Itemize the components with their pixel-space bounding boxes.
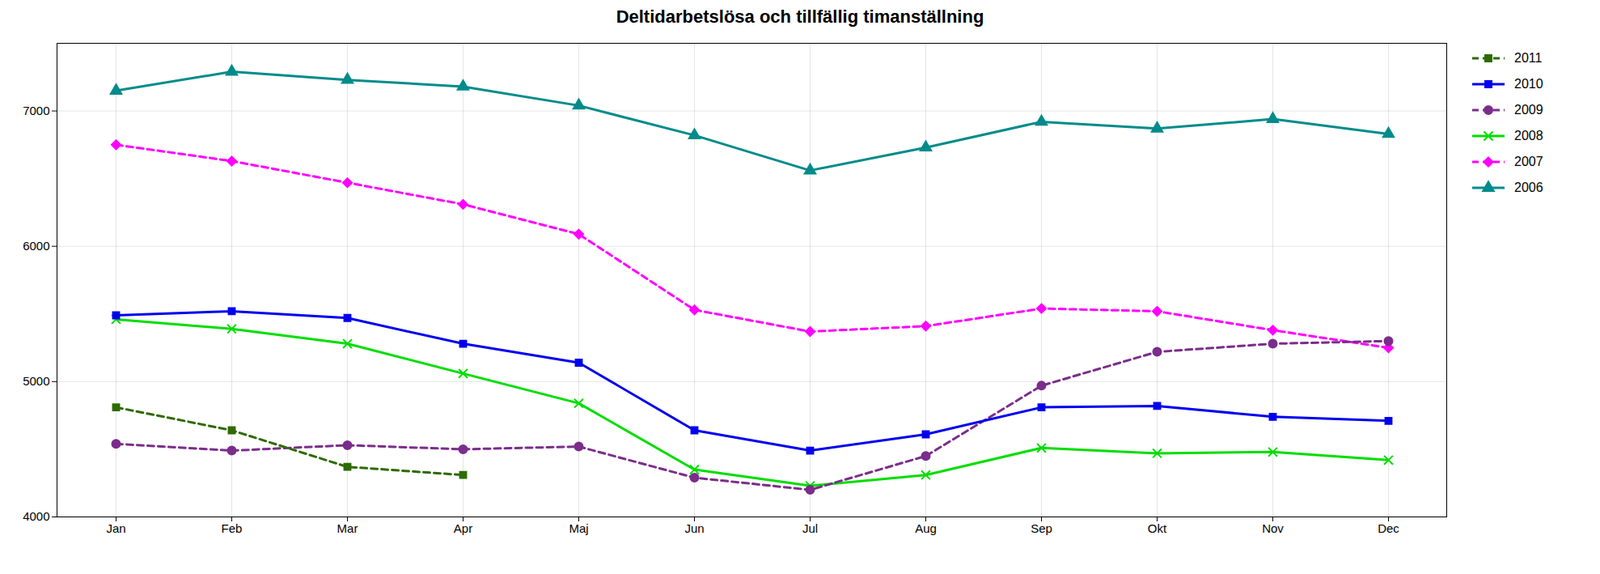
html-text:2008: 2008 xyxy=(1514,128,1544,143)
svg-text:Okt: Okt xyxy=(1147,520,1168,535)
svg-text:Jun: Jun xyxy=(684,520,704,535)
svg-text:Jan: Jan xyxy=(105,520,126,535)
svg-text:Sep: Sep xyxy=(1030,520,1053,535)
html-text:2011: 2011 xyxy=(1514,50,1543,65)
html-text:2007: 2007 xyxy=(1514,154,1544,169)
html-text:2006: 2006 xyxy=(1514,180,1544,195)
html-text:2010: 2010 xyxy=(1514,76,1544,91)
svg-text:Dec: Dec xyxy=(1377,520,1400,535)
svg-text:Maj: Maj xyxy=(568,520,589,535)
html-text:2009: 2009 xyxy=(1514,102,1544,117)
svg-text:6000: 6000 xyxy=(22,238,50,253)
svg-text:Apr: Apr xyxy=(453,520,473,535)
svg-text:4000: 4000 xyxy=(22,508,50,523)
svg-text:Mar: Mar xyxy=(337,520,359,535)
svg-text:Jul: Jul xyxy=(802,520,818,535)
svg-text:Feb: Feb xyxy=(221,520,243,535)
svg-text:7000: 7000 xyxy=(22,103,50,118)
html-text:Deltidarbetslösa och tillfälli: Deltidarbetslösa och tillfällig timanstä… xyxy=(616,6,984,27)
svg-text:Aug: Aug xyxy=(914,520,937,535)
svg-text:5000: 5000 xyxy=(22,373,50,388)
svg-text:Nov: Nov xyxy=(1261,520,1284,535)
